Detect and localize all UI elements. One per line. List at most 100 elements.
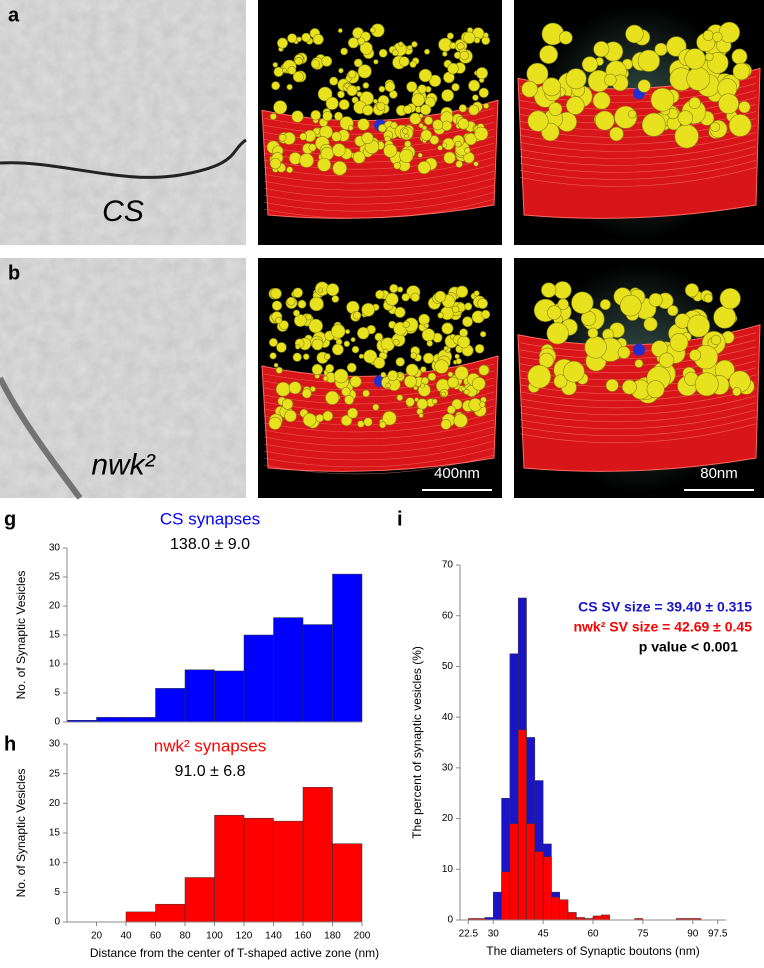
- vesicle: [309, 296, 324, 312]
- membrane-strand: [519, 388, 757, 409]
- y-tick-label: 70: [442, 560, 454, 571]
- vesicle: [269, 113, 277, 120]
- vesicle: [411, 93, 425, 107]
- vesicle: [356, 91, 363, 97]
- x-tick-label: 60: [150, 931, 162, 942]
- vesicle: [456, 285, 469, 298]
- vesicle: [451, 305, 460, 314]
- vesicle: [447, 62, 459, 75]
- bar: [273, 617, 304, 723]
- vesicle: [704, 52, 714, 62]
- vesicle: [332, 143, 346, 157]
- vesicle: [338, 67, 344, 74]
- vesicle: [437, 145, 443, 151]
- vesicle: [605, 378, 619, 392]
- vesicle: [391, 49, 399, 56]
- vesicle: [458, 104, 467, 113]
- bar: [332, 573, 363, 723]
- vesicle: [648, 293, 663, 307]
- bar: [273, 820, 304, 923]
- vesicle: [581, 56, 598, 73]
- vesicle: [399, 148, 414, 163]
- vesicle: [718, 21, 740, 44]
- vesicle: [674, 124, 699, 149]
- image-panel: [0, 0, 247, 245]
- vesicle: [420, 383, 426, 389]
- vesicle: [385, 292, 399, 306]
- vesicle: [477, 298, 488, 309]
- vesicle: [593, 41, 610, 58]
- vesicle: [346, 362, 357, 373]
- vesicle: [284, 409, 297, 423]
- chart-subtitle: 138.0 ± 9.0: [170, 536, 250, 553]
- vesicle: [332, 343, 344, 356]
- vesicle: [407, 45, 413, 51]
- vesicle: [270, 287, 282, 300]
- vesicle: [483, 102, 490, 109]
- vesicle: [478, 364, 490, 376]
- membrane-strand: [519, 153, 757, 173]
- scale-bar-label: 80nm: [700, 465, 738, 482]
- vesicle: [403, 105, 413, 115]
- membrane-strand: [519, 409, 757, 430]
- membrane: [0, 138, 247, 179]
- vesicle: [301, 32, 311, 43]
- vesicle: [641, 112, 666, 137]
- vesicle: [351, 345, 360, 354]
- vesicle: [312, 33, 324, 45]
- vesicle: [405, 397, 415, 407]
- panel-label: h: [4, 733, 16, 755]
- membrane-strand: [263, 191, 495, 212]
- vesicle: [457, 335, 471, 349]
- vesicle: [634, 359, 644, 368]
- y-tick-label: 5: [54, 688, 60, 699]
- y-tick-label: 40: [442, 712, 454, 723]
- x-tick-label: 20: [91, 931, 103, 942]
- vesicle: [394, 306, 406, 318]
- vesicle: [271, 81, 281, 91]
- bar: [592, 915, 602, 921]
- vesicle: [462, 316, 473, 328]
- vesicle: [454, 365, 469, 380]
- x-tick-label: 60: [587, 929, 599, 940]
- membrane-strand: [519, 416, 757, 437]
- x-tick-label: 40: [120, 931, 132, 942]
- panel-label: a: [8, 4, 20, 26]
- vesicle: [309, 386, 316, 393]
- vesicle: [459, 50, 470, 61]
- vesicle: [441, 322, 454, 335]
- vesicle: [297, 299, 307, 309]
- x-tick-label: 97.5: [708, 929, 728, 940]
- bar: [509, 823, 519, 921]
- dense-body: [633, 343, 645, 356]
- y-tick-label: 25: [49, 572, 61, 583]
- bar: [96, 717, 127, 723]
- vesicle: [463, 388, 470, 395]
- membrane: [0, 376, 83, 500]
- vesicle: [553, 281, 572, 300]
- vesicle: [333, 368, 349, 384]
- y-tick-label: 10: [49, 857, 61, 868]
- vesicle: [395, 357, 405, 367]
- bar: [214, 670, 245, 723]
- vesicle: [710, 121, 721, 132]
- vesicle: [406, 81, 418, 93]
- vesicle: [337, 90, 345, 99]
- vesicle: [378, 85, 386, 93]
- bar: [125, 717, 156, 723]
- bar: [559, 899, 569, 921]
- vesicle: [357, 118, 370, 131]
- vesicle: [273, 100, 288, 115]
- x-tick-label: 160: [295, 931, 312, 942]
- vesicle: [429, 135, 440, 145]
- vesicle: [405, 363, 419, 377]
- vesicle: [352, 151, 366, 164]
- vesicle: [731, 48, 748, 65]
- vesicle: [566, 96, 585, 115]
- membrane-strand: [263, 433, 495, 454]
- x-tick-label: 30: [488, 929, 500, 940]
- vesicle: [637, 79, 651, 93]
- chart-title: CS synapses: [160, 509, 260, 528]
- image-panel: [514, 0, 764, 245]
- vesicle: [404, 133, 410, 139]
